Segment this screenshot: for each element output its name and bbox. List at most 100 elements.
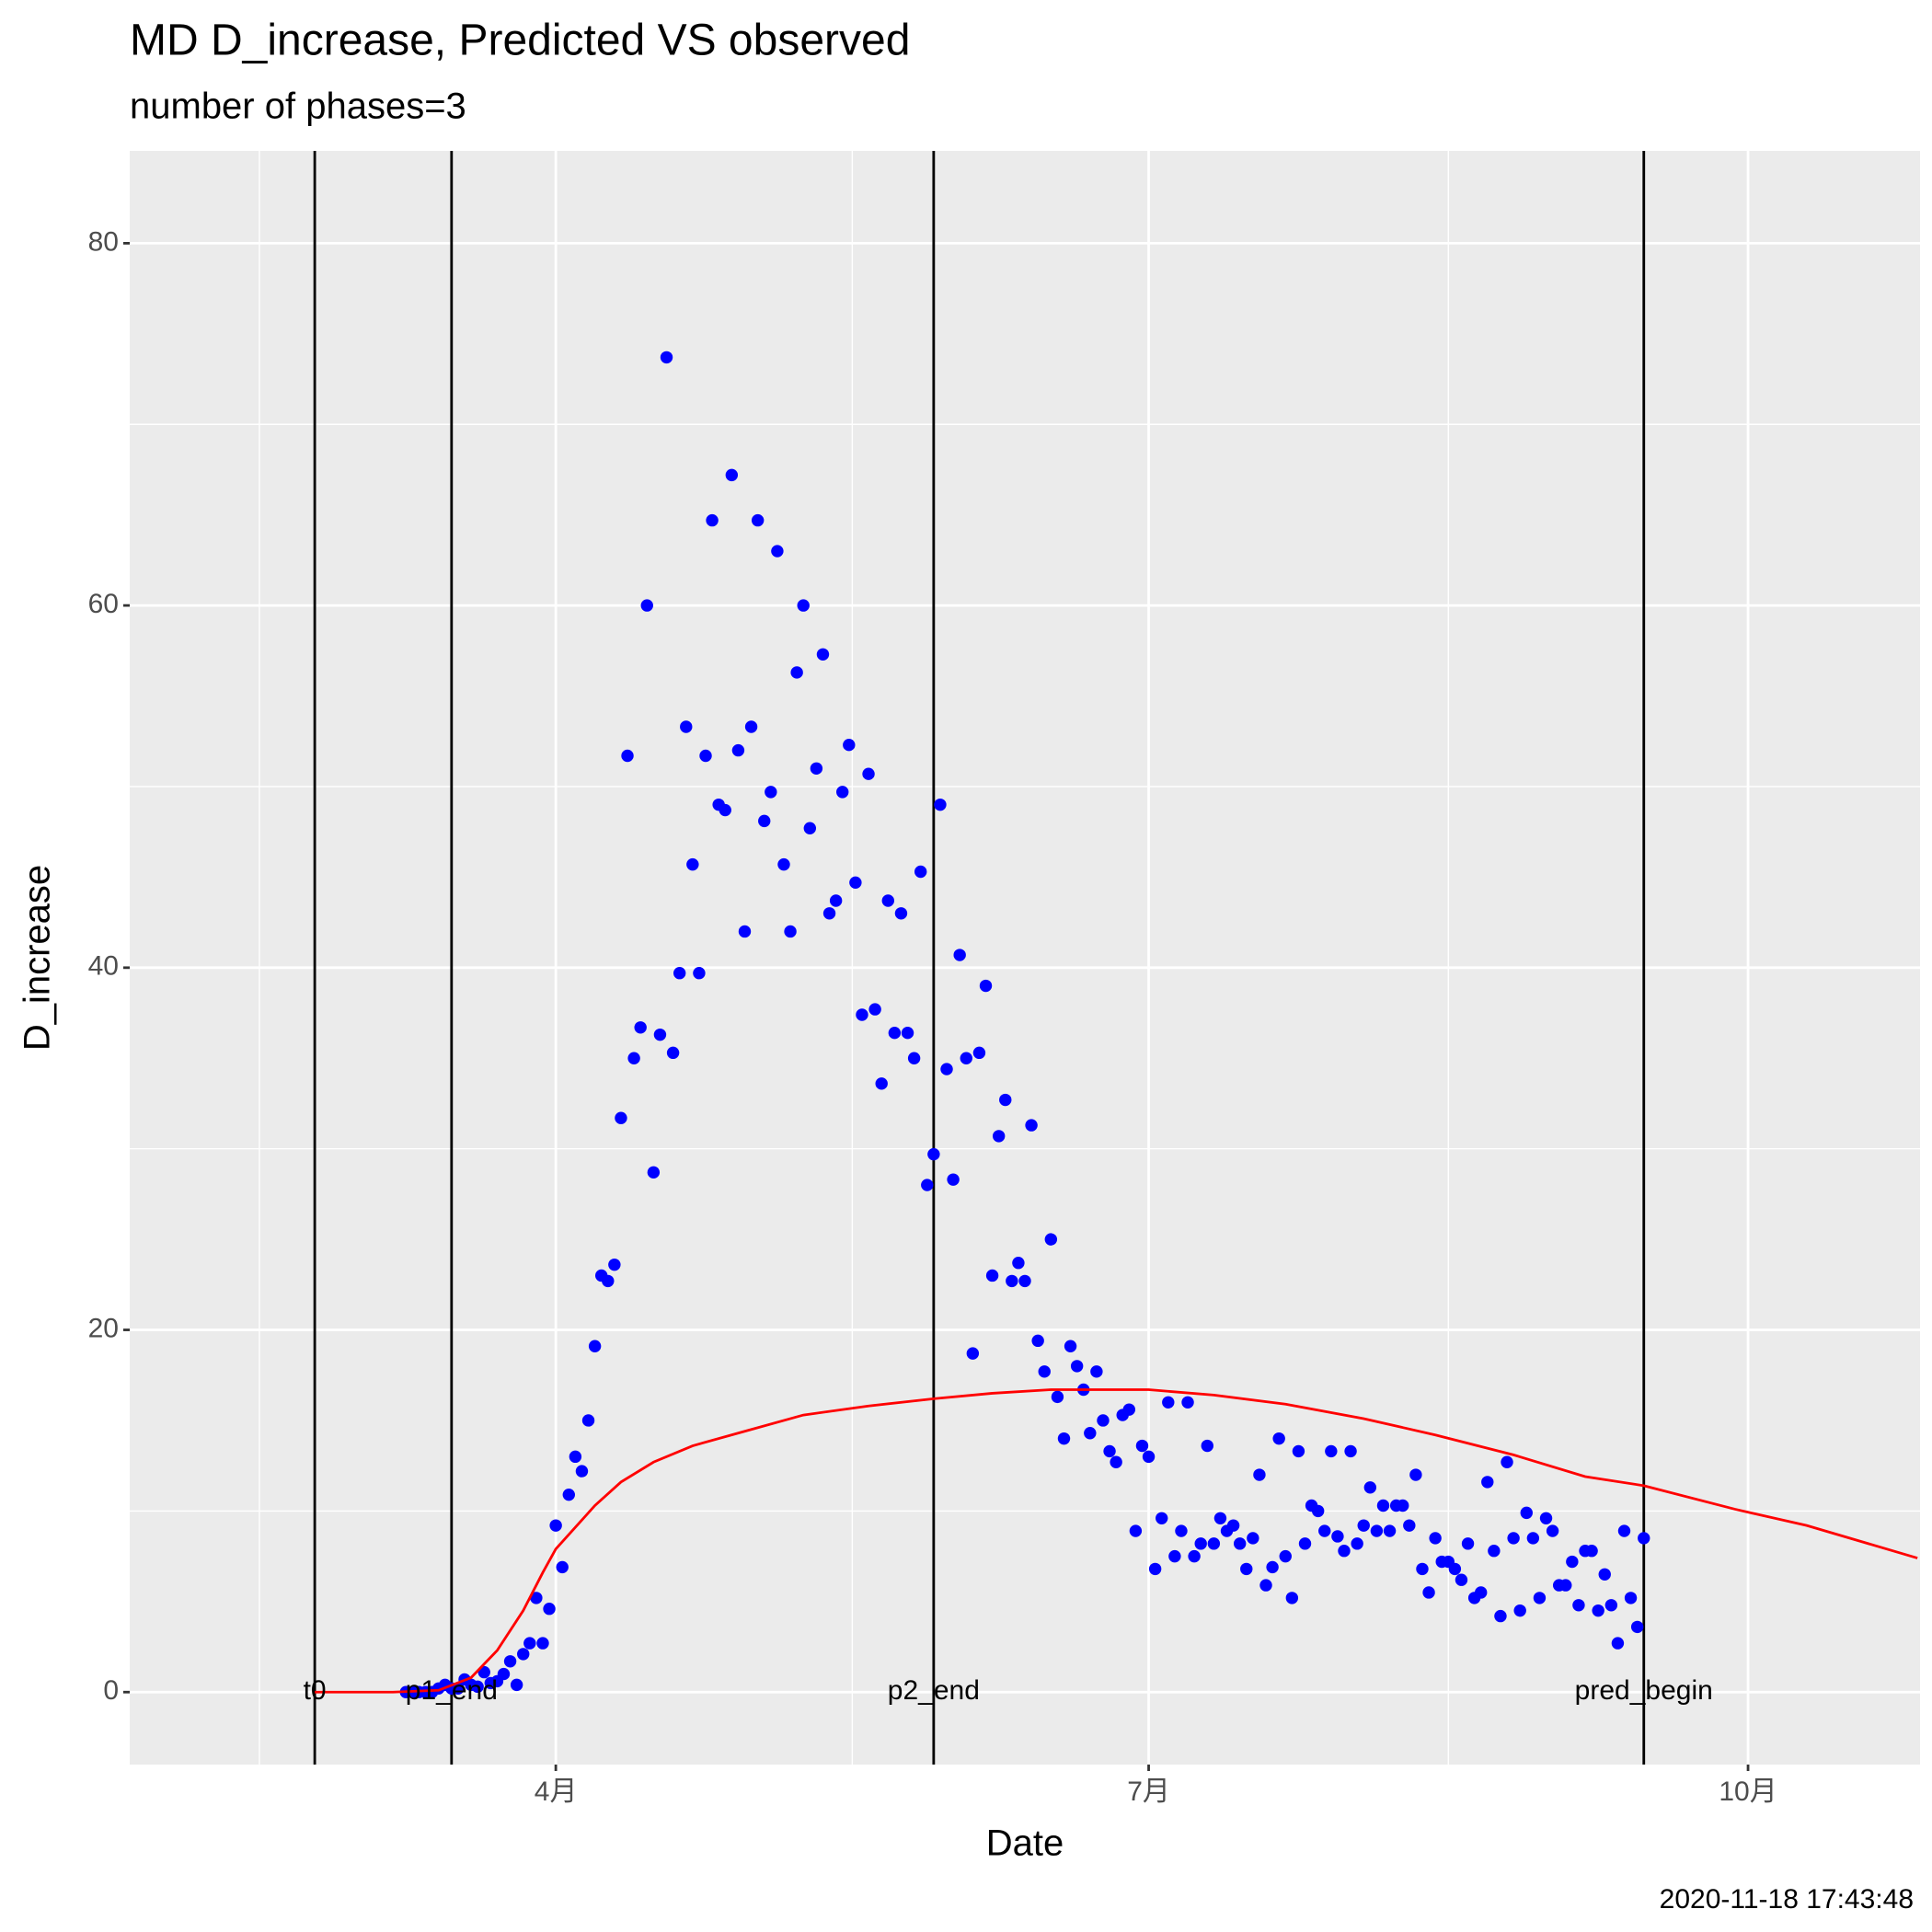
observed-point	[1090, 1365, 1103, 1378]
observed-point	[947, 1173, 960, 1186]
phase-label: p2_end	[888, 1675, 980, 1706]
observed-point	[1617, 1524, 1631, 1537]
observed-point	[1266, 1560, 1279, 1574]
y-tick-label: 80	[88, 226, 119, 257]
observed-point	[966, 1347, 980, 1360]
observed-point	[673, 967, 686, 980]
observed-point	[660, 351, 673, 364]
observed-point	[1148, 1562, 1162, 1576]
observed-point	[1513, 1604, 1526, 1617]
observed-point	[1292, 1444, 1305, 1458]
observed-point	[1135, 1439, 1149, 1453]
observed-point	[1383, 1524, 1397, 1537]
observed-point	[510, 1678, 523, 1692]
observed-point	[1533, 1592, 1547, 1604]
observed-point	[901, 1026, 914, 1040]
observed-point	[1370, 1524, 1384, 1537]
observed-point	[1598, 1568, 1611, 1581]
predicted-line	[315, 1388, 1918, 1694]
observed-point	[1162, 1396, 1175, 1409]
observed-point	[1142, 1450, 1156, 1464]
observed-point	[1566, 1555, 1579, 1569]
observed-point	[1526, 1532, 1540, 1545]
observed-point	[1572, 1599, 1585, 1612]
observed-point	[790, 666, 803, 679]
observed-point	[471, 1680, 484, 1694]
observed-point	[881, 894, 894, 907]
observed-point	[731, 743, 745, 757]
observed-point	[771, 545, 784, 558]
observed-point	[797, 599, 810, 612]
observed-point	[843, 738, 856, 752]
observed-point	[686, 857, 699, 871]
observed-point	[907, 1052, 921, 1064]
observed-point	[894, 907, 908, 920]
observed-point	[862, 767, 875, 780]
observed-point	[1318, 1524, 1331, 1537]
observed-point	[1416, 1562, 1429, 1576]
observed-point	[1031, 1334, 1044, 1348]
observed-point	[1207, 1537, 1221, 1550]
phase-label: t0	[304, 1675, 327, 1706]
observed-point	[868, 1003, 881, 1016]
observed-point	[1344, 1444, 1357, 1458]
observed-point	[803, 822, 817, 834]
observed-point	[562, 1488, 575, 1501]
observed-point	[575, 1465, 589, 1478]
observed-point	[1311, 1504, 1325, 1518]
observed-point	[927, 1147, 940, 1161]
observed-point	[1006, 1274, 1018, 1288]
observed-point	[1604, 1599, 1618, 1612]
observed-point	[914, 865, 927, 879]
caption: 2020-11-18 17:43:48	[1660, 1884, 1914, 1915]
observed-point	[1051, 1390, 1064, 1404]
observed-point	[1507, 1532, 1520, 1545]
observed-point	[1488, 1545, 1501, 1558]
observed-point	[1253, 1468, 1266, 1481]
observed-point	[953, 949, 966, 961]
observed-point	[627, 1052, 640, 1064]
x-tick-label: 4月	[535, 1777, 578, 1807]
observed-point	[1638, 1532, 1650, 1545]
observed-point	[1188, 1549, 1201, 1563]
observed-point	[777, 857, 790, 871]
observed-point	[1097, 1414, 1110, 1427]
observed-point	[680, 720, 693, 733]
observed-point	[985, 1269, 999, 1282]
observed-point	[992, 1130, 1006, 1143]
observed-point	[1546, 1524, 1559, 1537]
observed-point	[784, 925, 797, 938]
observed-point	[1611, 1637, 1625, 1650]
observed-point	[1018, 1274, 1031, 1288]
observed-point	[816, 648, 830, 661]
observed-point	[523, 1637, 536, 1650]
observed-point	[536, 1637, 549, 1650]
observed-point	[517, 1648, 530, 1661]
y-tick-label: 40	[88, 951, 119, 982]
chart-title: MD D_increase, Predicted VS observed	[130, 17, 910, 65]
observed-point	[888, 1026, 902, 1040]
observed-point	[1057, 1432, 1071, 1445]
observed-point	[1272, 1432, 1285, 1445]
observed-point	[758, 814, 771, 828]
observed-point	[1539, 1512, 1553, 1524]
observed-point	[1129, 1524, 1143, 1537]
observed-point	[1279, 1549, 1292, 1563]
observed-point	[556, 1560, 569, 1574]
observed-point	[1409, 1468, 1422, 1481]
observed-point	[1429, 1532, 1442, 1545]
observed-point	[1624, 1592, 1638, 1604]
observed-point	[647, 1166, 661, 1179]
observed-point	[1044, 1233, 1058, 1246]
observed-point	[1298, 1537, 1312, 1550]
observed-point	[1181, 1396, 1194, 1409]
observed-point	[1194, 1537, 1207, 1550]
observed-point	[1259, 1579, 1272, 1592]
observed-point	[452, 1682, 465, 1696]
observed-point	[972, 1046, 986, 1060]
observed-point	[1038, 1365, 1051, 1378]
x-tick-label: 7月	[1127, 1777, 1170, 1807]
observed-point	[725, 468, 739, 482]
plot-background	[130, 151, 1920, 1765]
